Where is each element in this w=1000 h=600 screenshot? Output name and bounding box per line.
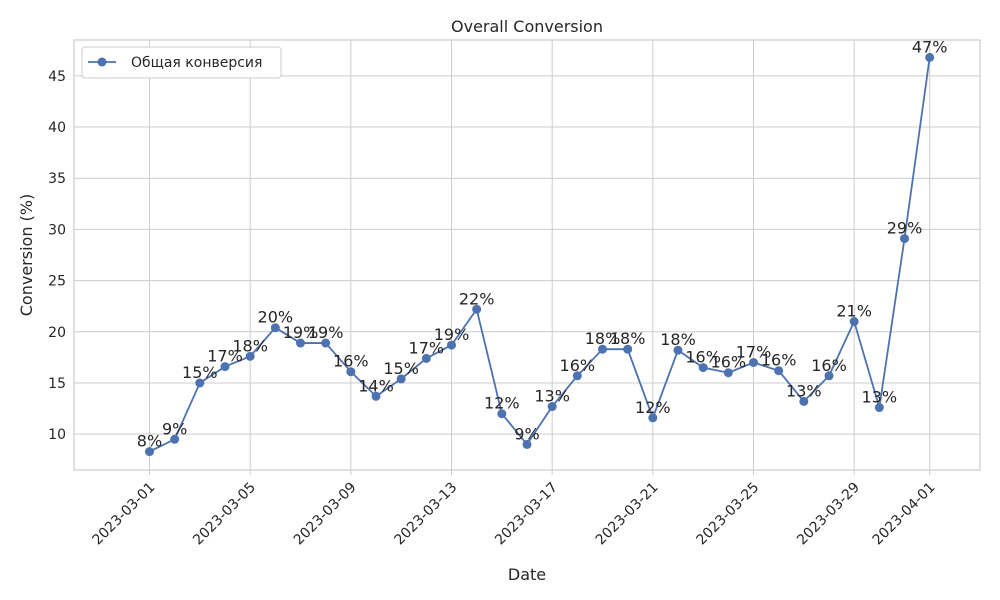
data-point [723,368,733,378]
series-line [149,57,931,453]
data-point [648,413,658,423]
grid [74,40,980,470]
data-label: 13% [534,387,570,406]
data-label: 18% [660,330,696,349]
x-tick-label: 2023-03-29 [794,480,863,549]
data-point [522,439,532,449]
data-point [900,234,909,244]
data-label: 8% [137,432,162,451]
data-label: 21% [836,302,872,321]
y-axis-label: Conversion (%) [17,194,36,316]
data-point [849,317,859,327]
data-point [220,362,230,372]
y-tick-label: 15 [48,376,66,392]
data-labels: 8%9%15%17%18%20%19%19%16%14%15%17%19%22%… [137,37,948,450]
data-point [497,409,507,419]
data-label: 20% [258,308,294,327]
data-label: 47% [912,37,948,56]
plot-frame [73,39,981,471]
data-point [673,345,683,355]
data-point [170,434,180,444]
data-point [925,52,935,62]
data-label: 29% [887,219,923,238]
axis-ticks: 10 15 20 25 30 35 40 45 2023-03-01 2023-03-05 2023… [48,69,938,549]
data-label: 13% [786,381,822,400]
x-tick-label: 2023-03-13 [391,480,460,549]
data-point [774,366,784,376]
data-point [145,447,154,457]
data-label: 19% [283,323,319,342]
x-tick-label: 2023-03-17 [492,480,561,549]
data-label: 19% [308,323,344,342]
data-label: 19% [434,325,470,344]
data-point [547,402,557,412]
data-label: 15% [383,359,419,378]
data-label: 18% [585,329,621,348]
x-tick-label: 2023-03-05 [190,480,259,549]
y-tick-label: 20 [48,325,66,341]
data-point [623,344,633,354]
data-label: 16% [711,353,747,372]
data-point [799,396,809,406]
data-point [824,371,834,381]
y-tick-label: 35 [48,171,66,187]
legend-label: Общая конверсия [131,55,262,71]
x-axis-label: Date [508,565,546,584]
x-tick-label: 2023-03-21 [593,480,662,549]
data-point [371,391,381,401]
data-point [421,353,431,363]
data-label: 16% [811,356,847,375]
legend: Общая конверсия [81,46,282,79]
x-tick-label: 2023-03-09 [291,480,360,549]
data-point [396,374,406,384]
data-point [749,358,758,367]
data-point [321,338,331,348]
data-point [874,403,884,413]
y-tick-label: 40 [48,120,66,136]
x-tick-label: 2023-03-25 [693,480,762,549]
legend-frame [81,46,282,79]
y-tick-label: 25 [48,274,66,290]
data-point [447,340,456,350]
y-tick-label: 30 [48,222,66,238]
data-point [270,323,280,333]
y-tick-label: 10 [48,427,66,443]
data-label: 9% [162,419,187,438]
data-label: 17% [736,343,772,362]
data-point [346,367,356,377]
data-label: 16% [333,352,369,371]
data-label: 17% [409,338,445,357]
data-point [245,351,255,361]
data-label: 13% [862,388,898,407]
data-label: 15% [182,363,218,382]
data-label: 18% [232,336,268,355]
data-label: 18% [610,329,646,348]
data-point [472,304,482,314]
data-point [572,371,582,381]
data-label: 14% [358,376,394,395]
data-label: 16% [761,351,797,370]
data-label: 22% [459,289,495,308]
data-point [195,378,205,388]
x-tick-label: 2023-04-01 [870,480,939,549]
data-label: 12% [484,394,520,413]
data-point [698,363,708,373]
data-point [296,338,305,348]
data-point [598,344,607,354]
chart-title: Overall Conversion [451,17,603,36]
x-tick-label: 2023-03-01 [89,480,158,549]
data-label: 12% [635,398,671,417]
y-tick-label: 45 [48,69,66,85]
data-label: 16% [685,348,721,367]
data-label: 9% [514,424,539,443]
legend-marker-swatch [97,57,107,67]
series-layer [145,52,935,457]
data-label: 17% [207,347,243,366]
data-label: 16% [560,356,596,375]
